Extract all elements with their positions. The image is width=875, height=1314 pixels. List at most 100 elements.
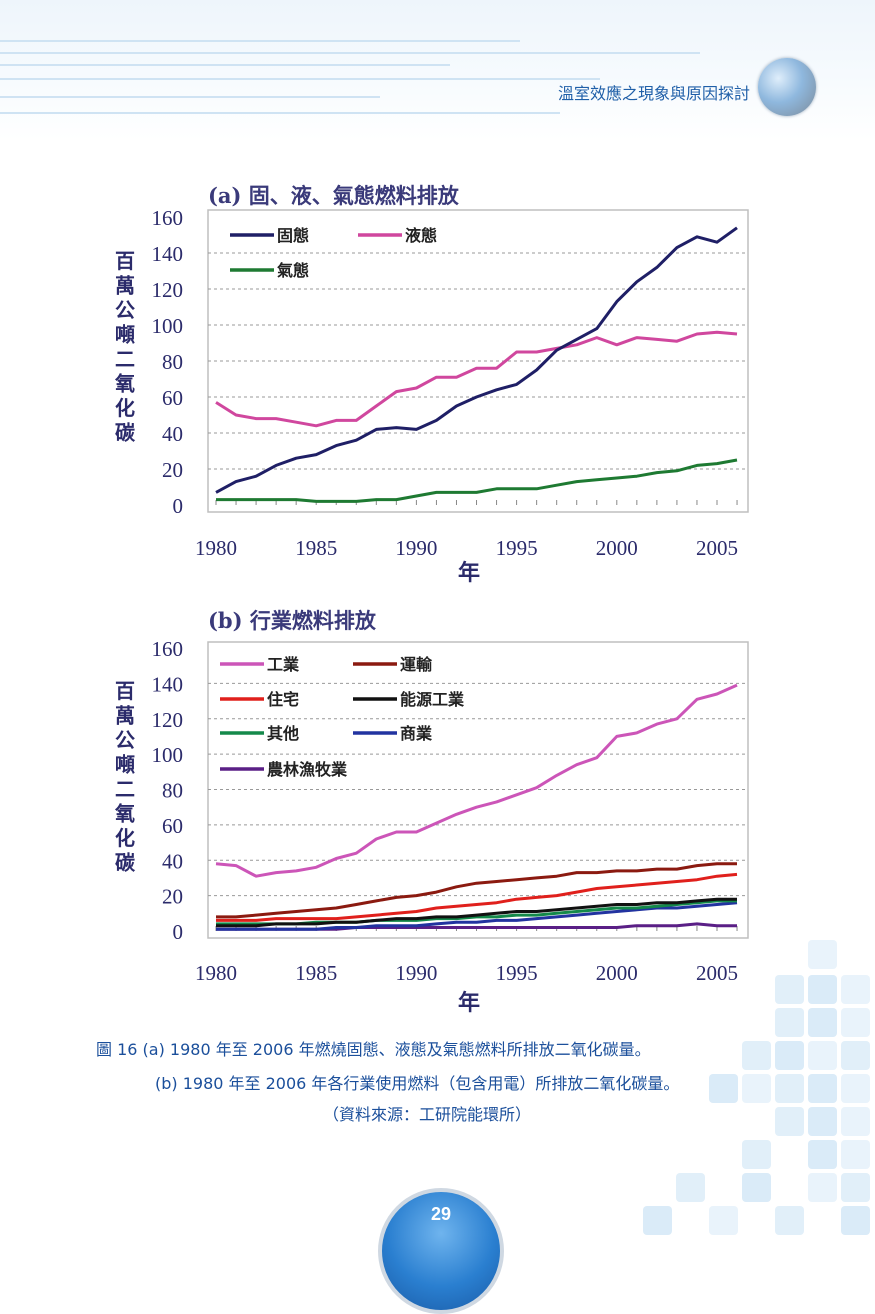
y-axis-label-char: 碳 xyxy=(115,421,136,445)
legend-label: 其他 xyxy=(267,724,299,743)
y-tick-label: 140 xyxy=(152,242,184,266)
chart-title: (a) 固、液、氣態燃料排放 xyxy=(208,183,460,208)
series-line-住宅 xyxy=(216,872,738,922)
y-tick-label: 120 xyxy=(152,708,184,732)
deco-tile xyxy=(742,1074,771,1103)
running-header-title: 溫室效應之現象與原因探討 xyxy=(557,84,750,103)
y-axis-label-char: 公 xyxy=(115,298,135,322)
x-tick-label: 2000 xyxy=(596,961,638,985)
x-tick-label: 2000 xyxy=(596,536,638,560)
legend-label: 住宅 xyxy=(267,690,299,709)
y-tick-label: 20 xyxy=(162,458,183,482)
x-tick-label: 1985 xyxy=(295,961,337,985)
series-line-運輸 xyxy=(216,862,737,919)
x-tick-label: 1990 xyxy=(395,961,437,985)
chart-a: 0 20 40 60 80 100 120 140 160 1980 1985 1990 1995 200… xyxy=(114,183,749,586)
series-line-氣態 xyxy=(216,458,738,503)
x-tick-label: 1985 xyxy=(295,536,337,560)
y-axis-label-char: 公 xyxy=(115,728,135,752)
x-tick-label: 1980 xyxy=(195,536,237,560)
legend-label: 工業 xyxy=(267,655,300,674)
y-axis-label-char: 碳 xyxy=(115,851,136,875)
deco-tile xyxy=(808,975,837,1004)
y-axis-label-char: 氧 xyxy=(114,372,135,396)
deco-tile xyxy=(742,1173,771,1202)
series-line-商業 xyxy=(216,901,738,931)
deco-tile xyxy=(775,1008,804,1037)
legend-label: 農林漁牧業 xyxy=(267,760,348,779)
y-tick-label: 0 xyxy=(173,920,184,944)
y-axis-label-char: 二 xyxy=(115,777,135,801)
legend-label: 氣態 xyxy=(277,261,309,280)
deco-tile xyxy=(775,1041,804,1070)
y-tick-label: 80 xyxy=(162,779,183,803)
deco-tile xyxy=(808,1041,837,1070)
y-axis-label-char: 百 xyxy=(115,679,135,703)
deco-tile xyxy=(808,940,837,969)
y-tick-label: 0 xyxy=(173,494,184,518)
header-background xyxy=(0,0,875,140)
deco-tile xyxy=(808,1173,837,1202)
deco-tile xyxy=(841,1173,870,1202)
deco-tile xyxy=(709,1074,738,1103)
globe-icon xyxy=(758,58,816,116)
chart-title: (b) 行業燃料排放 xyxy=(208,608,377,633)
x-tick-label: 2005 xyxy=(696,536,738,560)
y-tick-label: 160 xyxy=(152,206,184,230)
y-axis-label-char: 萬 xyxy=(115,704,135,728)
deco-tile xyxy=(676,1173,705,1202)
page-number: 29 xyxy=(430,1204,452,1224)
y-axis-label-char: 化 xyxy=(115,826,135,850)
deco-tile xyxy=(775,1107,804,1136)
deco-tile xyxy=(841,1107,870,1136)
y-axis-label-char: 二 xyxy=(115,347,135,371)
y-axis-label-char: 氧 xyxy=(114,802,135,826)
x-tick-label: 1995 xyxy=(496,961,538,985)
figure-caption-line1: 圖 16 (a) 1980 年至 2006 年燃燒固態、液態及氣態燃料所排放二氧… xyxy=(96,1040,651,1059)
legend-label: 液態 xyxy=(405,226,437,245)
legend-label: 能源工業 xyxy=(400,690,465,709)
y-tick-label: 100 xyxy=(152,743,184,767)
figure-caption-source: （資料來源：工研院能環所） xyxy=(323,1105,532,1124)
y-axis-label-char: 噸 xyxy=(115,323,135,347)
deco-tile xyxy=(841,975,870,1004)
series-line-固態 xyxy=(215,226,738,494)
y-tick-label: 60 xyxy=(162,386,183,410)
legend-label: 商業 xyxy=(400,724,433,743)
y-axis-label-char: 化 xyxy=(115,396,135,420)
x-tick-label: 2005 xyxy=(696,961,738,985)
y-tick-label: 40 xyxy=(162,849,183,873)
y-axis-label-char: 噸 xyxy=(115,753,135,777)
deco-tile xyxy=(808,1140,837,1169)
y-axis-label-char: 萬 xyxy=(115,274,135,298)
deco-tile xyxy=(742,1041,771,1070)
deco-tile xyxy=(775,1206,804,1235)
deco-tile xyxy=(709,1206,738,1235)
y-tick-label: 20 xyxy=(162,885,183,909)
series-line-工業 xyxy=(215,683,738,878)
y-axis-label-char: 百 xyxy=(115,249,135,273)
series-line-液態 xyxy=(215,330,738,428)
figure-caption-line2: (b) 1980 年至 2006 年各行業使用燃料（包含用電）所排放二氧化碳量。 xyxy=(155,1074,680,1093)
series-line-能源工業 xyxy=(216,897,737,928)
y-tick-label: 80 xyxy=(162,350,183,374)
x-tick-label: 1980 xyxy=(195,961,237,985)
y-tick-label: 100 xyxy=(152,314,184,338)
page-number-badge: 29 xyxy=(378,1188,504,1314)
deco-tile xyxy=(808,1107,837,1136)
x-tick-label: 1995 xyxy=(496,536,538,560)
y-tick-label: 120 xyxy=(152,278,184,302)
y-tick-label: 60 xyxy=(162,814,183,838)
deco-tile xyxy=(775,1074,804,1103)
deco-tile xyxy=(808,1008,837,1037)
deco-tile xyxy=(841,1206,870,1235)
deco-tile xyxy=(775,975,804,1004)
deco-tile xyxy=(841,1074,870,1103)
deco-tile xyxy=(841,1140,870,1169)
y-tick-label: 160 xyxy=(152,637,184,661)
deco-tile xyxy=(841,1041,870,1070)
x-axis-label: 年 xyxy=(458,560,480,586)
y-tick-label: 140 xyxy=(152,672,184,696)
x-axis-label: 年 xyxy=(458,990,480,1016)
